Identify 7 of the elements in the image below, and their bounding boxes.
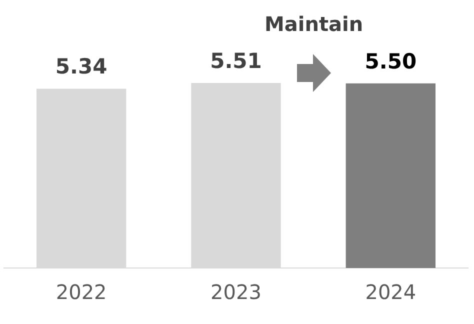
data-label: 5.51 — [210, 48, 262, 73]
data-label: 5.50 — [364, 49, 417, 74]
x-tick-label: 2024 — [365, 280, 416, 304]
x-tick-label: 2022 — [56, 280, 107, 304]
text: Maintain — [264, 12, 364, 36]
x-tick-label: 2023 — [210, 280, 262, 304]
data-label: 5.34 — [55, 54, 108, 79]
